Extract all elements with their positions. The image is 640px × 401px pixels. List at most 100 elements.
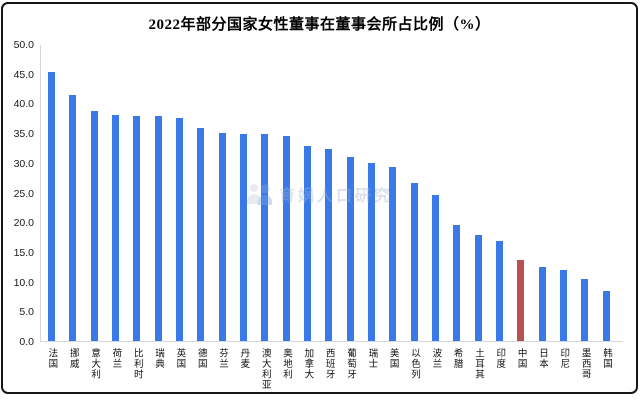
bar-slot — [126, 44, 147, 341]
x-axis-label-波兰: 波兰 — [430, 348, 441, 369]
bar-以色列 — [410, 183, 418, 341]
bar-slot — [62, 44, 83, 341]
x-label-slot: 墨西哥 — [573, 348, 594, 390]
bar-丹麦 — [240, 133, 248, 341]
bar-荷兰 — [112, 115, 120, 341]
y-tick-label: 15.0 — [13, 246, 34, 259]
bar-slot — [489, 44, 510, 341]
x-label-slot: 挪威 — [61, 348, 82, 390]
bars-container — [41, 44, 617, 341]
bar-瑞典 — [154, 116, 162, 341]
bar-slot — [105, 44, 126, 341]
x-axis-label-墨西哥: 墨西哥 — [579, 348, 590, 380]
y-tick-label: 10.0 — [13, 276, 34, 289]
x-label-slot: 法国 — [40, 348, 61, 390]
x-axis-label-韩国: 韩国 — [600, 348, 611, 369]
bar-slot — [553, 44, 574, 341]
y-tick-label: 40.0 — [13, 98, 34, 111]
x-label-slot: 中国 — [509, 348, 530, 390]
bar-slot — [468, 44, 489, 341]
x-axis-label-以色列: 以色列 — [408, 348, 419, 380]
bar-美国 — [389, 166, 397, 341]
y-axis: 50.0 45.0 40.0 35.0 30.0 25.0 20.0 15.0 10.0 5.0 0… — [3, 39, 37, 348]
x-axis-label-西班牙: 西班牙 — [323, 348, 334, 380]
x-axis-label-德国: 德国 — [195, 348, 206, 369]
bar-瑞士 — [368, 163, 376, 341]
bar-slot — [148, 44, 169, 341]
y-tick-label: 0.0 — [19, 336, 34, 348]
bar-澳大利亚 — [261, 133, 269, 341]
x-axis-label-意大利: 意大利 — [89, 348, 100, 380]
x-axis-label-瑞士: 瑞士 — [366, 348, 377, 369]
x-axis-label-中国: 中国 — [515, 348, 526, 369]
x-label-slot: 以色列 — [403, 348, 424, 390]
bar-slot — [361, 44, 382, 341]
x-axis-label-芬兰: 芬兰 — [217, 348, 228, 369]
bar-法国 — [48, 71, 56, 341]
bar-中国 — [517, 259, 525, 341]
bar-比利时 — [133, 115, 141, 341]
bar-slot — [276, 44, 297, 341]
x-axis-label-印度: 印度 — [494, 348, 505, 369]
y-tick-label: 20.0 — [13, 217, 34, 230]
x-label-slot: 奥地利 — [275, 348, 296, 390]
bar-slot — [297, 44, 318, 341]
x-label-slot: 英国 — [168, 348, 189, 390]
x-label-slot: 韩国 — [595, 348, 616, 390]
bar-墨西哥 — [581, 279, 589, 341]
bar-slot — [212, 44, 233, 341]
x-axis-label-丹麦: 丹麦 — [238, 348, 249, 369]
bar-德国 — [197, 128, 205, 341]
y-tick-label: 25.0 — [13, 187, 34, 200]
bar-slot — [318, 44, 339, 341]
x-label-slot: 丹麦 — [232, 348, 253, 390]
y-tick-label: 35.0 — [13, 128, 34, 141]
y-tick-label: 5.0 — [19, 306, 34, 319]
x-axis-label-印尼: 印尼 — [558, 348, 569, 369]
bar-意大利 — [90, 111, 98, 341]
bar-slot — [404, 44, 425, 341]
bar-奥地利 — [282, 136, 290, 341]
x-axis-label-奥地利: 奥地利 — [281, 348, 292, 380]
plot-area — [40, 45, 623, 342]
bar-slot — [382, 44, 403, 341]
bar-slot — [190, 44, 211, 341]
bar-slot — [446, 44, 467, 341]
x-label-slot: 印尼 — [552, 348, 573, 390]
bar-挪威 — [69, 94, 77, 341]
y-tick-label: 30.0 — [13, 157, 34, 170]
x-label-slot: 日本 — [531, 348, 552, 390]
bar-西班牙 — [325, 148, 333, 341]
x-label-slot: 德国 — [189, 348, 210, 390]
x-label-slot: 西班牙 — [317, 348, 338, 390]
x-label-slot: 瑞典 — [147, 348, 168, 390]
x-label-slot: 波兰 — [424, 348, 445, 390]
x-label-slot: 加拿大 — [296, 348, 317, 390]
bar-韩国 — [602, 290, 610, 341]
bar-slot — [254, 44, 275, 341]
bar-英国 — [176, 117, 184, 341]
x-label-slot: 印度 — [488, 348, 509, 390]
x-label-slot: 葡萄牙 — [339, 348, 360, 390]
x-axis-label-美国: 美国 — [387, 348, 398, 369]
bar-slot — [169, 44, 190, 341]
bar-希腊 — [453, 224, 461, 341]
x-axis-labels: 法国 挪威 意大利 荷兰 比利时 瑞典 英国 德国 芬兰 丹麦 澳大利亚 奥地利 加拿大 西班牙 葡萄牙 瑞士… — [40, 348, 616, 390]
bar-加拿大 — [304, 145, 312, 341]
x-label-slot: 澳大利亚 — [253, 348, 274, 390]
x-label-slot: 瑞士 — [360, 348, 381, 390]
bar-slot — [41, 44, 62, 341]
bar-波兰 — [432, 195, 440, 341]
bar-slot — [233, 44, 254, 341]
x-axis-label-法国: 法国 — [46, 348, 57, 369]
x-axis-label-葡萄牙: 葡萄牙 — [345, 348, 355, 380]
x-label-slot: 土耳其 — [467, 348, 488, 390]
chart-card: 2022年部分国家女性董事在董事会所占比例（%） 50.0 45.0 40.0 35.… — [1, 2, 638, 394]
x-axis-label-日本: 日本 — [536, 348, 547, 369]
x-axis-label-土耳其: 土耳其 — [472, 348, 483, 380]
x-label-slot: 芬兰 — [211, 348, 232, 390]
bar-slot — [532, 44, 553, 341]
x-label-slot: 美国 — [381, 348, 402, 390]
bar-slot — [425, 44, 446, 341]
bar-日本 — [538, 266, 546, 341]
